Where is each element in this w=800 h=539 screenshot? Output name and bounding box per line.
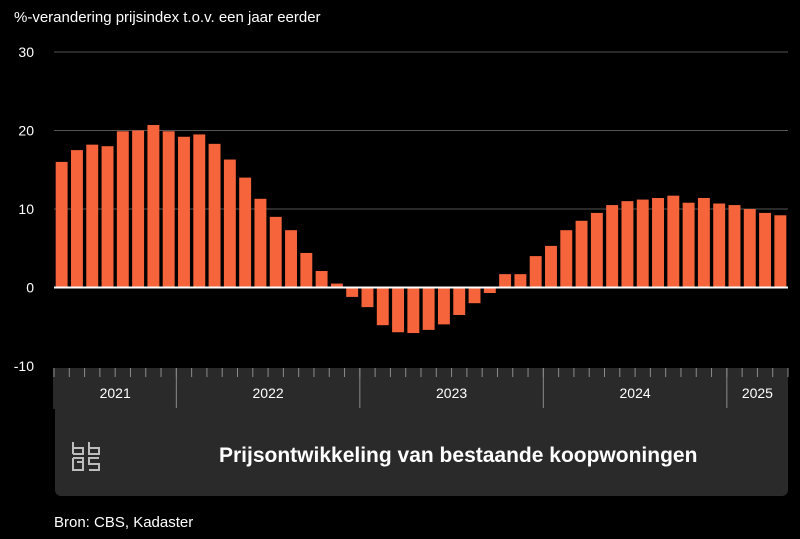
- year-label-2025: 2025: [742, 385, 773, 401]
- title-panel: Prijsontwikkeling van bestaande koopwoni…: [55, 408, 788, 496]
- bar-2023-07: [453, 287, 466, 315]
- bar-2022-12: [346, 287, 359, 297]
- bar-2024-02: [560, 230, 573, 288]
- bar-2022-06: [254, 198, 267, 288]
- bar-2024-08: [652, 198, 664, 288]
- price-index-bar-chart: 30 20 10 0 -10 2021 2022 2023 2024 2025: [14, 44, 789, 409]
- bar-2023-04: [407, 287, 420, 334]
- bar-2023-08: [468, 287, 481, 304]
- bar-2022-11: [330, 283, 343, 288]
- bar-2023-06: [437, 287, 450, 325]
- bar-2024-10: [682, 202, 695, 288]
- bar-2022-07: [269, 216, 282, 288]
- year-label-2023: 2023: [436, 385, 467, 401]
- bar-2024-09: [667, 195, 680, 288]
- bar-2021-12: [162, 131, 175, 288]
- bar-2022-08: [285, 230, 297, 288]
- y-axis-ticks: 30 20 10 0 -10: [14, 44, 34, 374]
- bar-2024-06: [621, 201, 634, 288]
- bar-2022-02: [193, 134, 206, 288]
- y-tick-label: 30: [18, 44, 34, 60]
- bar-2024-11: [697, 198, 710, 288]
- bar-2025-03: [759, 212, 772, 288]
- y-axis-title: %-verandering prijsindex t.o.v. een jaar…: [14, 9, 321, 26]
- gridlines: [54, 51, 788, 210]
- bar-2022-09: [300, 252, 313, 288]
- y-tick-label: 20: [18, 123, 34, 139]
- bar-2023-12: [529, 256, 542, 288]
- x-axis: 2021 2022 2023 2024 2025: [53, 368, 789, 409]
- y-tick-label: 0: [26, 280, 34, 296]
- bars: [55, 125, 787, 334]
- bar-2024-12: [713, 203, 726, 288]
- bar-2024-04: [590, 212, 603, 288]
- source-note: Bron: CBS, Kadaster: [54, 514, 194, 531]
- bar-2024-03: [575, 220, 588, 288]
- bar-2022-10: [315, 271, 328, 288]
- bar-2021-08: [101, 146, 114, 288]
- bar-2022-03: [208, 143, 221, 288]
- bar-2021-07: [86, 144, 99, 288]
- bar-2022-05: [239, 177, 252, 288]
- bar-2023-05: [422, 287, 435, 330]
- bar-2021-10: [132, 130, 145, 288]
- y-tick-label: 10: [18, 201, 34, 217]
- bar-2023-02: [376, 287, 389, 326]
- bar-2023-01: [361, 287, 374, 308]
- year-label-2024: 2024: [620, 385, 651, 401]
- year-label-2022: 2022: [253, 385, 284, 401]
- cbs-logo-icon: [72, 442, 100, 471]
- bar-2024-01: [545, 245, 557, 288]
- bar-2025-04: [774, 215, 787, 288]
- bar-2023-11: [514, 274, 527, 288]
- chart-title: Prijsontwikkeling van bestaande koopwoni…: [219, 444, 698, 467]
- bar-2021-09: [116, 131, 129, 288]
- bar-2021-11: [147, 125, 160, 288]
- year-label-2021: 2021: [100, 385, 131, 401]
- bar-2025-01: [728, 205, 741, 288]
- bar-2023-10: [499, 274, 512, 288]
- bar-2022-04: [223, 159, 236, 288]
- bar-2023-09: [483, 287, 496, 293]
- bar-2025-02: [743, 209, 756, 288]
- bar-2021-05: [55, 161, 68, 288]
- y-tick-label: -10: [14, 358, 34, 374]
- bar-2022-01: [178, 136, 190, 288]
- bar-2023-03: [392, 287, 405, 333]
- bar-2021-06: [70, 150, 83, 288]
- bar-2024-07: [636, 199, 649, 288]
- bar-2024-05: [606, 205, 619, 288]
